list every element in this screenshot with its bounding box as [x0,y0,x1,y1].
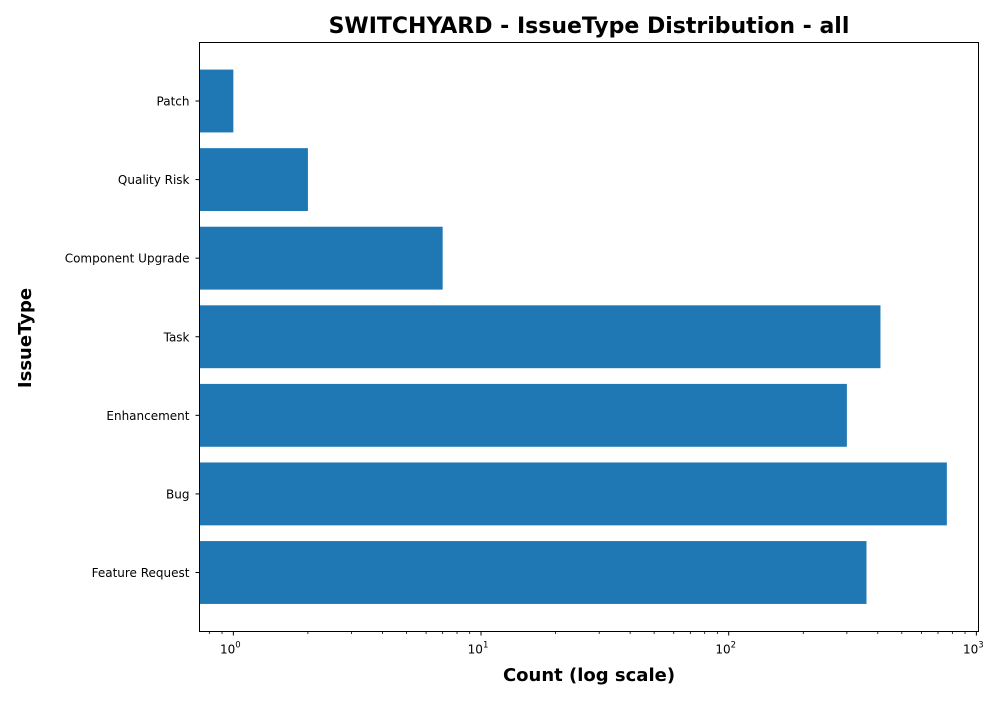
chart-title: SWITCHYARD - IssueType Distribution - al… [329,14,850,39]
bar [199,462,947,526]
x-tick-label: 100 [220,641,241,657]
y-axis-label: IssueType [15,288,36,388]
y-tick-label: Patch [157,95,190,109]
y-axis: Feature Request Bug Enhancement Task Compone… [65,95,200,580]
x-axis: 100 101 102 103 [208,631,984,657]
bars [199,69,947,604]
y-tick-label: Quality Risk [118,173,190,187]
bar [199,541,867,604]
x-tick-label: 103 [963,641,984,657]
y-tick-label: Enhancement [106,409,189,423]
y-tick-label: Bug [166,487,189,501]
y-tick-label: Task [163,330,190,344]
x-axis-label: Count (log scale) [503,665,675,686]
y-tick-label: Feature Request [92,566,190,580]
x-tick-label: 102 [715,641,736,657]
bar [199,69,234,133]
bar [199,305,881,369]
bar [199,383,847,447]
y-tick-label: Component Upgrade [65,252,190,266]
x-tick-label: 101 [468,641,489,657]
bar [199,148,308,212]
bar [199,226,443,290]
